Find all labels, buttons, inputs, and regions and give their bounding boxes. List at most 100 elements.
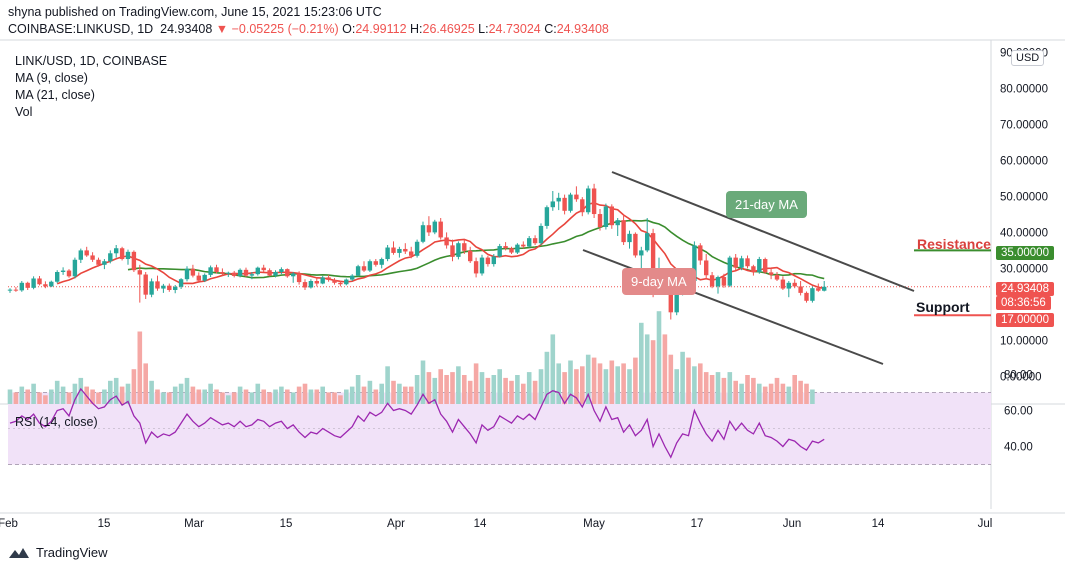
candle-body bbox=[226, 272, 231, 274]
close-label: C: bbox=[544, 22, 557, 36]
candle-body bbox=[237, 269, 243, 276]
candle-body bbox=[544, 207, 550, 226]
candle-body bbox=[491, 256, 496, 265]
channel-upper-trendline bbox=[611, 171, 915, 292]
ohlc-line: COINBASE:LINKUSD, 1D 24.93408 ▼ −0.05225… bbox=[8, 22, 609, 36]
candle-body bbox=[25, 282, 30, 288]
volume-bar bbox=[804, 383, 809, 404]
volume-bar bbox=[72, 383, 78, 404]
volume-bar bbox=[220, 392, 225, 404]
volume-bar bbox=[155, 389, 160, 404]
chart-title: LINK/USD, 1D, COINBASE bbox=[15, 54, 168, 68]
candle-body bbox=[810, 288, 815, 301]
legend-volume[interactable]: Vol bbox=[15, 105, 33, 119]
time-axis-label: 17 bbox=[691, 518, 704, 530]
candle-body bbox=[19, 282, 24, 291]
high-value: 26.46925 bbox=[422, 22, 475, 36]
candle-body bbox=[90, 255, 95, 260]
legend-rsi[interactable]: RSI (14, close) bbox=[15, 415, 98, 429]
volume-bar bbox=[54, 380, 60, 404]
candle-body bbox=[432, 221, 437, 233]
rsi-line bbox=[9, 387, 825, 459]
candle-body bbox=[55, 272, 60, 282]
ma21-annotation: 21-day MA bbox=[726, 191, 807, 218]
candle-body bbox=[704, 260, 709, 276]
candle-body bbox=[385, 247, 390, 260]
candle-body bbox=[816, 288, 821, 291]
volume-bar bbox=[332, 392, 337, 404]
volume-bar bbox=[609, 360, 615, 404]
volume-bar bbox=[385, 366, 390, 404]
volume-bar bbox=[462, 375, 467, 404]
candle-body bbox=[220, 272, 225, 274]
candle-body bbox=[621, 220, 626, 243]
volume-bar bbox=[438, 369, 443, 404]
close-value: 24.93408 bbox=[556, 22, 609, 36]
volume-bar bbox=[644, 334, 650, 404]
volume-bar bbox=[43, 395, 48, 404]
price-axis-label: 70.00000 bbox=[1000, 119, 1048, 131]
candle-body bbox=[603, 206, 609, 227]
open-value: 24.99112 bbox=[355, 22, 407, 36]
candle-body bbox=[332, 279, 337, 283]
brand-label: TradingView bbox=[36, 545, 108, 560]
volume-bar bbox=[355, 375, 361, 404]
candle-body bbox=[556, 197, 561, 202]
legend-ma9[interactable]: MA (9, close) bbox=[15, 71, 88, 85]
candle-body bbox=[615, 220, 620, 226]
candle-body bbox=[468, 250, 473, 262]
candle-body bbox=[420, 225, 426, 242]
currency-button[interactable]: USD bbox=[1011, 50, 1045, 66]
volume-bar bbox=[491, 375, 497, 404]
volume-bar bbox=[792, 375, 797, 404]
candle-body bbox=[668, 290, 673, 313]
candle-body bbox=[733, 257, 738, 268]
volume-bar bbox=[615, 366, 620, 404]
candle-body bbox=[367, 261, 373, 271]
volume-bar bbox=[344, 389, 349, 404]
candle-body bbox=[609, 206, 614, 226]
volume-bar bbox=[450, 372, 455, 404]
volume-bar bbox=[479, 372, 485, 404]
candle-body bbox=[757, 259, 762, 272]
candle-body bbox=[296, 273, 302, 283]
volume-bar bbox=[467, 380, 473, 404]
price-axis-label: 50.00000 bbox=[1000, 191, 1048, 203]
volume-bar bbox=[568, 360, 573, 404]
candle-body bbox=[108, 253, 113, 262]
volume-bar bbox=[762, 386, 768, 404]
candle-body bbox=[302, 282, 308, 288]
ma21-line bbox=[127, 219, 825, 280]
high-label: H: bbox=[410, 22, 423, 36]
volume-bar bbox=[19, 386, 25, 404]
candle-body bbox=[515, 244, 520, 253]
candle-body bbox=[763, 259, 768, 273]
candle-body bbox=[355, 266, 361, 276]
candle-body bbox=[739, 258, 744, 268]
candle-body bbox=[37, 278, 42, 285]
volume-bar bbox=[739, 383, 744, 404]
volume-bar bbox=[515, 375, 520, 404]
candle-body bbox=[190, 268, 196, 276]
candle-body bbox=[768, 272, 774, 275]
legend-ma21[interactable]: MA (21, close) bbox=[15, 88, 95, 102]
candle-body bbox=[674, 291, 679, 313]
volume-bar bbox=[302, 383, 308, 404]
volume-bar bbox=[66, 392, 72, 404]
support-price-tag: 17.00000 bbox=[996, 313, 1054, 327]
volume-bar bbox=[267, 392, 272, 404]
volume-bar bbox=[379, 383, 384, 404]
volume-bar bbox=[314, 389, 320, 404]
candle-body bbox=[184, 268, 190, 280]
volume-bar bbox=[143, 363, 148, 404]
volume-bar bbox=[680, 351, 685, 404]
volume-bar bbox=[149, 380, 154, 404]
volume-bar bbox=[751, 377, 756, 404]
volume-bar bbox=[108, 380, 113, 404]
price-change: ▼ −0.05225 (−0.21%) bbox=[215, 22, 339, 36]
volume-bar bbox=[414, 375, 420, 404]
candle-body bbox=[137, 270, 142, 275]
footer-brand[interactable]: TradingView bbox=[8, 545, 108, 560]
volume-bar bbox=[261, 389, 266, 404]
